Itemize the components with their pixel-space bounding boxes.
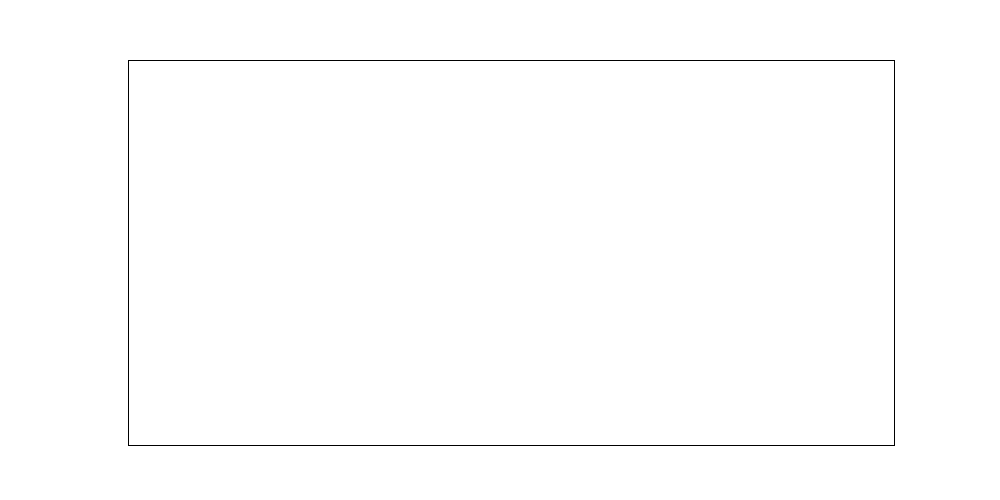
word-cloud (128, 60, 895, 446)
word-cloud-svg (129, 61, 894, 445)
